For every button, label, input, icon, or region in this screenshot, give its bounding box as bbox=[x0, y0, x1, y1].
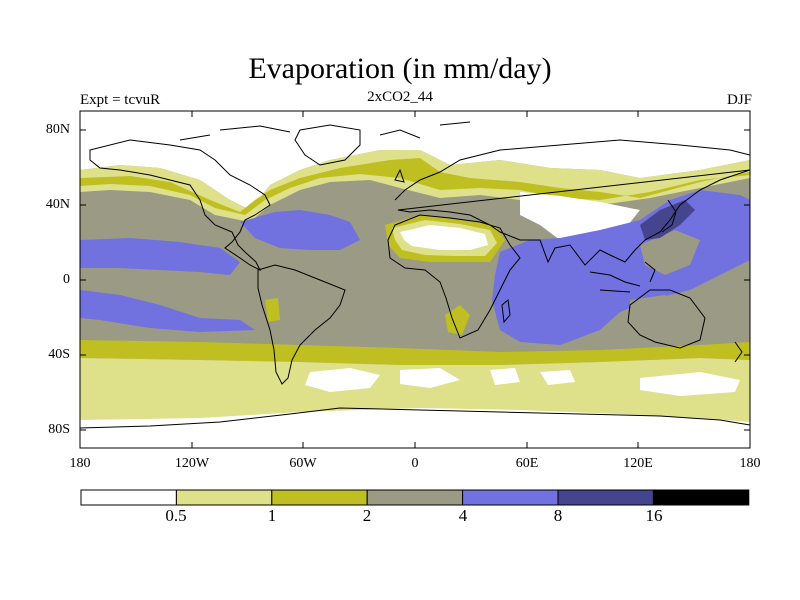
lon-tick-label: 60W bbox=[289, 456, 317, 471]
colorbar-swatch bbox=[652, 489, 750, 506]
lon-tick-label: 120W bbox=[174, 456, 210, 471]
season-label: DJF bbox=[726, 92, 752, 108]
coastlines bbox=[80, 121, 750, 429]
tick-marks bbox=[80, 111, 750, 448]
lon-tick-label: 60E bbox=[515, 456, 539, 471]
colorbar bbox=[80, 489, 750, 506]
colorbar-label: 8 bbox=[553, 506, 563, 525]
colorbar-swatch bbox=[175, 489, 273, 506]
lat-tick-label: 80N bbox=[45, 122, 70, 137]
case-label: 2xCO2_44 bbox=[367, 89, 433, 105]
experiment-label: Expt = tcvuR bbox=[80, 92, 161, 108]
lat-tick-label: 0 bbox=[63, 272, 70, 287]
lon-tick-label: 120E bbox=[623, 456, 653, 471]
colorbar-swatch bbox=[271, 489, 368, 506]
colorbar-label: 0.5 bbox=[165, 506, 187, 525]
colorbar-swatch bbox=[557, 489, 654, 506]
colorbar-swatch bbox=[80, 489, 177, 506]
colorbar-label: 16 bbox=[645, 506, 663, 525]
colorbar-label: 1 bbox=[267, 506, 277, 525]
lat-tick-label: 80S bbox=[48, 422, 70, 437]
colorbar-label: 4 bbox=[458, 506, 468, 525]
lon-tick-label: 180 bbox=[69, 456, 91, 471]
evaporation-field bbox=[80, 111, 750, 448]
colorbar-label: 2 bbox=[362, 506, 372, 525]
colorbar-swatch bbox=[366, 489, 464, 506]
lat-tick-label: 40N bbox=[45, 197, 70, 212]
map-title: Evaporation (in mm/day) bbox=[248, 52, 552, 85]
lon-tick-label: 0 bbox=[411, 456, 419, 471]
colorbar-swatch bbox=[462, 489, 559, 506]
lon-tick-label: 180 bbox=[739, 456, 761, 471]
lat-tick-label: 40S bbox=[48, 347, 70, 362]
